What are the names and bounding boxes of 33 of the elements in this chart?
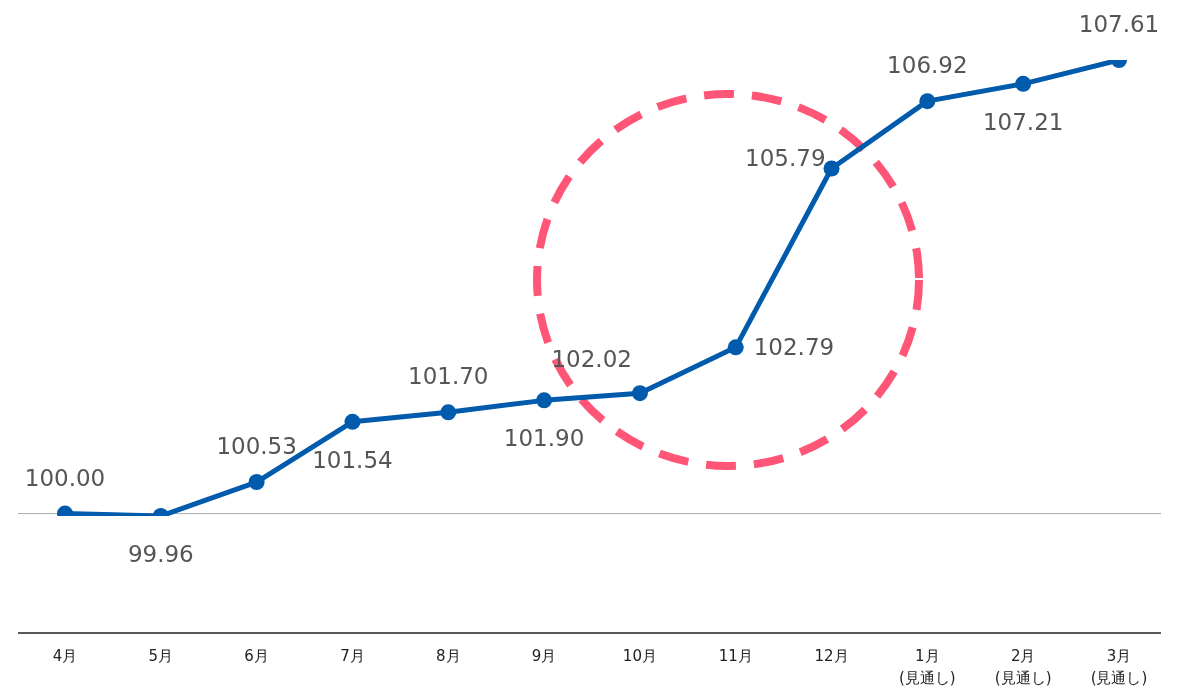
data-label: 102.02 — [551, 346, 632, 373]
x-tick-label: 1月 (見通し) — [899, 647, 956, 687]
point — [248, 474, 265, 491]
x-tick-label: 12月 — [814, 647, 849, 665]
x-tick-label: 10月 — [622, 647, 657, 665]
data-label: 101.70 — [408, 363, 489, 390]
x-tick-label: 11月 — [718, 647, 753, 665]
data-label: 102.79 — [753, 334, 835, 361]
point — [536, 392, 553, 409]
point — [631, 385, 648, 402]
x-tick-label: 2月 (見通し) — [994, 647, 1052, 687]
data-label: 101.54 — [312, 446, 393, 473]
point — [823, 160, 840, 177]
x-tick-label: 9月 — [531, 647, 557, 665]
point — [919, 93, 936, 110]
data-label: 101.90 — [503, 425, 585, 452]
data-label: 100.53 — [216, 433, 297, 460]
point — [727, 339, 744, 356]
point — [344, 413, 361, 430]
x-tick-label: 8月 — [436, 647, 461, 665]
data-label: 99.96 — [127, 541, 194, 567]
data-label: 107.21 — [982, 108, 1064, 135]
x-tick-label: 6月 — [244, 647, 269, 665]
point — [440, 404, 457, 421]
x-tick-label: 4月 — [52, 647, 78, 665]
data-label: 107.61 — [1078, 11, 1160, 37]
point — [1015, 75, 1032, 92]
data-label: 105.79 — [745, 145, 826, 172]
data-label: 100.00 — [24, 464, 106, 491]
x-tick-label: 3月 (見通し) — [1090, 647, 1148, 687]
x-tick-label: 5月 — [148, 647, 174, 665]
data-label: 106.92 — [887, 52, 968, 79]
x-tick-label: 7月 — [340, 647, 365, 665]
